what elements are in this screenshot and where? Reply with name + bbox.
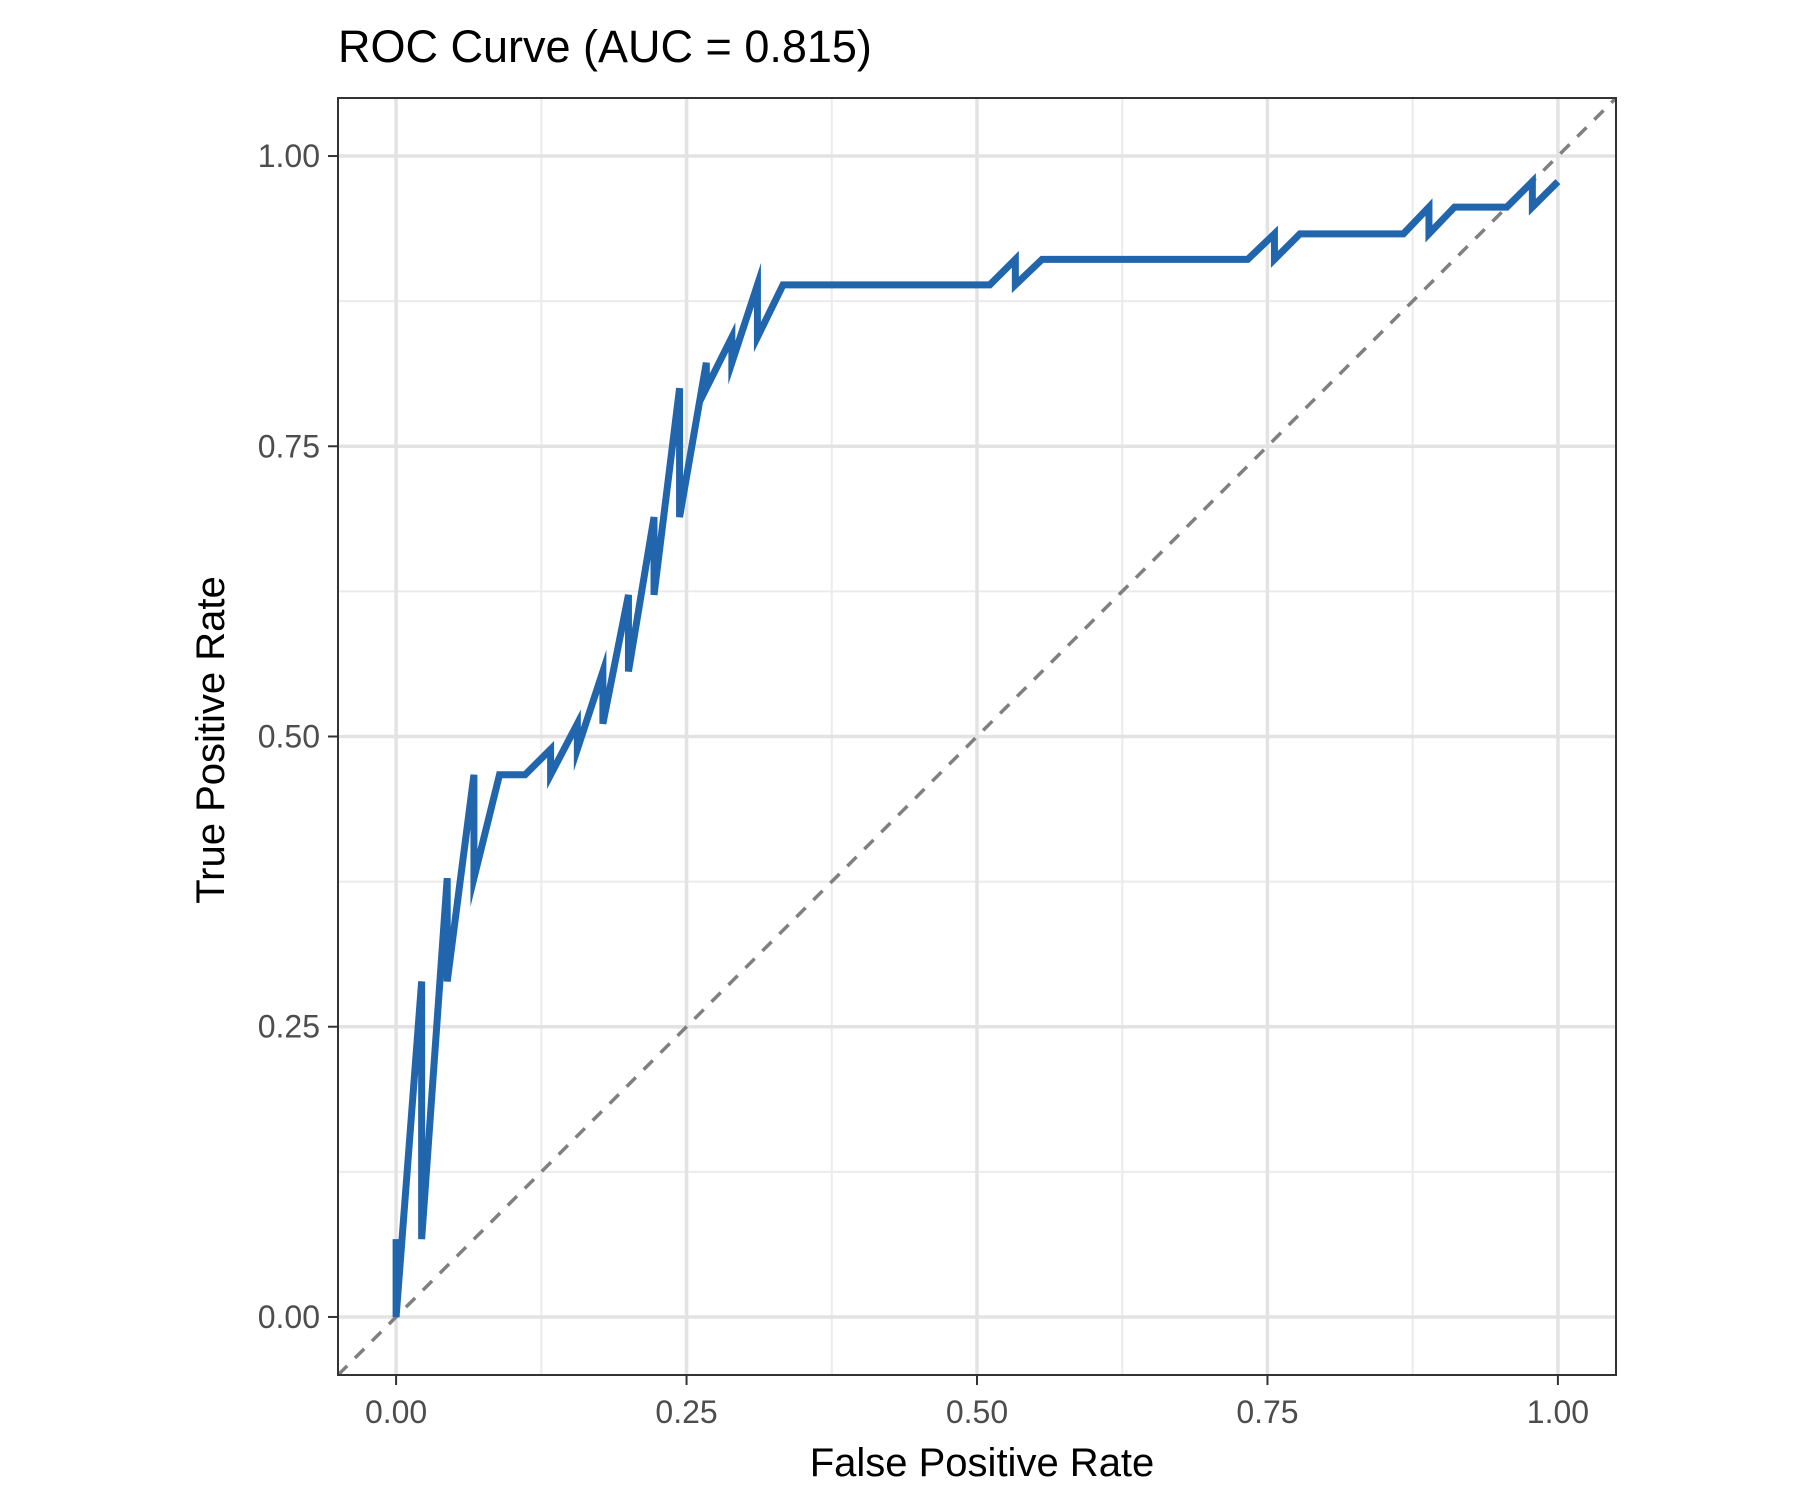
x-tick-label: 0.00 — [365, 1394, 427, 1430]
series-group — [392, 173, 1561, 1318]
x-tick-label: 0.25 — [655, 1394, 717, 1430]
y-tick-label: 0.25 — [258, 1009, 320, 1045]
roc-curve-line — [392, 173, 1561, 1318]
x-axis-title: False Positive Rate — [810, 1441, 1155, 1485]
y-tick-label: 1.00 — [258, 138, 320, 174]
x-tick-label: 0.50 — [946, 1394, 1008, 1430]
x-tick-label: 1.00 — [1527, 1394, 1589, 1430]
y-tick-label: 0.00 — [258, 1299, 320, 1335]
x-axis-ticks: 0.00 0.25 0.50 0.75 1.00 — [365, 1375, 1589, 1430]
y-tick-label: 0.75 — [258, 428, 320, 464]
major-gridlines — [338, 98, 1616, 1375]
chart-title: ROC Curve (AUC = 0.815) — [338, 21, 872, 72]
x-tick-label: 0.75 — [1236, 1394, 1298, 1430]
y-axis-ticks: 0.00 0.25 0.50 0.75 1.00 — [258, 138, 338, 1335]
y-tick-label: 0.50 — [258, 719, 320, 755]
y-axis-title: True Positive Rate — [189, 576, 233, 904]
